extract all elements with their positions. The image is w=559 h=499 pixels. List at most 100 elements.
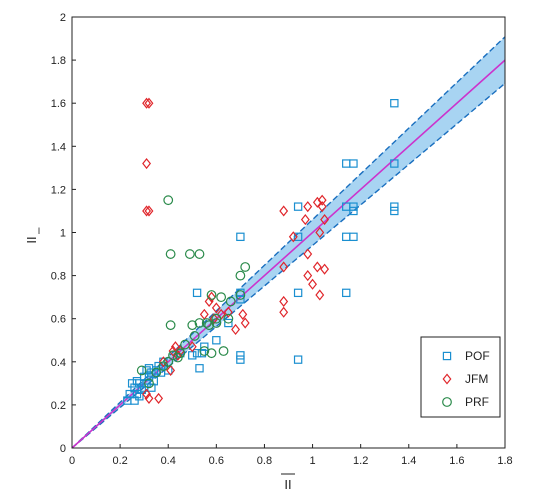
data-point-pof <box>342 288 351 298</box>
data-point-pof <box>142 366 151 375</box>
data-point-pof <box>127 379 137 388</box>
x-tick-label: 0 <box>69 455 75 467</box>
data-point-pof <box>293 355 303 364</box>
data-point-prf <box>235 270 246 281</box>
data-point-pof <box>236 232 245 242</box>
data-point-prf <box>136 365 147 376</box>
data-point-jfm <box>279 295 289 308</box>
x-tick-label: 1.4 <box>401 455 416 467</box>
data-point-prf <box>218 346 229 356</box>
y-tick-label: 2 <box>60 12 66 24</box>
data-point-jfm <box>240 317 250 329</box>
data-point-jfm <box>288 231 298 243</box>
y-tick-label: 0.4 <box>51 357 66 369</box>
x-tick-label: 0.4 <box>161 455 176 467</box>
data-point-pof <box>197 348 207 358</box>
data-point-jfm <box>223 306 233 318</box>
data-point-pof <box>342 159 351 168</box>
data-point-jfm <box>211 302 221 314</box>
data-point-prf <box>187 320 198 331</box>
data-point-prf <box>223 313 234 324</box>
legend-label-pof: POF <box>465 349 490 363</box>
tick-labels: 0 0.2 0.4 0.6 0.8 1 1.2 1.4 1.6 1.8 0 0.2 0.4 0.6 0.8 1… <box>51 12 513 467</box>
data-point-pof <box>195 364 204 373</box>
data-point-prf <box>235 290 246 300</box>
data-point-pof <box>342 232 351 242</box>
legend-label-jfm: JFM <box>465 372 488 386</box>
legend-marker-jfm <box>442 373 452 385</box>
data-point-jfm <box>142 205 152 217</box>
data-point-jfm <box>279 306 289 318</box>
x-tick-label: 1.2 <box>353 455 368 467</box>
data-point-prf <box>194 318 205 328</box>
series-prf <box>136 195 251 389</box>
data-point-pof <box>293 202 303 211</box>
data-point-pof <box>130 396 139 405</box>
data-point-pof <box>212 336 221 345</box>
data-point-prf <box>211 313 222 324</box>
data-point-prf <box>184 249 195 259</box>
data-point-prf <box>163 195 174 206</box>
data-point-jfm <box>207 291 216 303</box>
data-point-jfm <box>238 308 248 320</box>
data-point-pof <box>149 376 158 386</box>
data-point-jfm <box>315 289 325 301</box>
data-point-prf <box>216 292 227 303</box>
x-axis-label: II <box>284 477 291 492</box>
data-point-prf <box>165 320 176 331</box>
data-point-prf <box>168 350 178 361</box>
data-point-pof <box>139 372 149 382</box>
legend-box <box>420 336 501 418</box>
data-point-pof <box>144 372 154 382</box>
data-point-jfm <box>315 226 325 239</box>
data-point-jfm <box>303 201 313 213</box>
data-point-jfm <box>231 323 241 336</box>
y-tick-label: 1 <box>60 228 66 240</box>
data-point-pof <box>200 342 209 351</box>
data-points <box>123 97 399 405</box>
data-point-jfm <box>142 97 152 109</box>
data-point-pof <box>188 351 197 360</box>
data-point-pof <box>390 98 399 108</box>
data-point-pof <box>147 368 156 377</box>
legend: POF JFM PRF <box>420 336 501 418</box>
data-point-jfm <box>142 388 152 400</box>
data-point-prf <box>175 348 186 359</box>
data-point-jfm <box>320 263 330 275</box>
data-point-jfm <box>166 364 176 376</box>
data-point-jfm <box>209 313 219 325</box>
data-point-prf <box>165 249 176 259</box>
data-point-jfm <box>142 157 152 170</box>
data-point-jfm <box>279 205 289 217</box>
legend-marker-prf <box>442 397 452 407</box>
data-point-jfm <box>320 214 330 226</box>
data-point-prf <box>211 318 222 328</box>
data-point-jfm <box>312 261 322 273</box>
data-point-jfm <box>154 392 164 404</box>
data-point-pof <box>349 232 358 242</box>
data-point-jfm <box>303 248 313 260</box>
data-point-jfm <box>300 214 310 226</box>
data-point-pof <box>192 288 202 298</box>
data-point-prf <box>240 262 251 272</box>
legend-marker-pof <box>442 351 452 361</box>
data-point-pof <box>293 288 303 298</box>
y-tick-label: 0.2 <box>51 400 66 412</box>
legend-label-prf: PRF <box>465 395 489 409</box>
data-point-jfm <box>312 196 322 208</box>
x-tick-label: 0.8 <box>257 455 272 467</box>
data-point-pof <box>293 232 303 242</box>
data-point-jfm <box>168 345 178 357</box>
data-point-pof <box>390 202 399 211</box>
data-point-prf <box>201 318 212 328</box>
x-tick-label: 0.6 <box>209 455 224 467</box>
data-point-pof <box>236 355 245 364</box>
data-point-jfm <box>204 295 214 308</box>
x-tick-label: 1.6 <box>449 455 464 467</box>
data-point-jfm <box>144 205 154 217</box>
data-point-prf <box>189 331 200 341</box>
data-point-jfm <box>144 392 154 404</box>
data-point-pof <box>236 351 245 360</box>
data-point-prf <box>206 290 217 300</box>
